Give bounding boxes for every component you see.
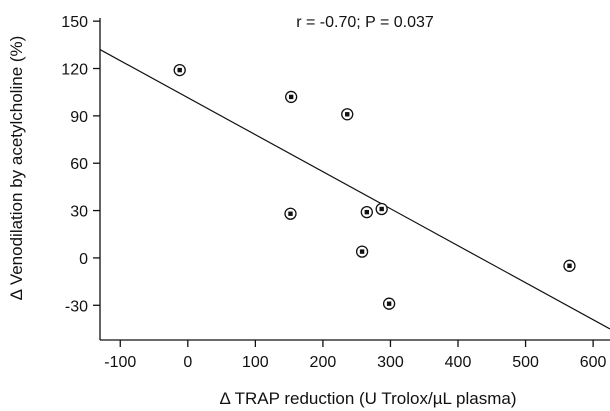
regression-line-group [99, 49, 610, 330]
data-point [382, 297, 396, 310]
data-point-center [386, 301, 392, 306]
y-axis: -30 0 30 60 90 120 150 [61, 14, 101, 340]
y-tick-label: 150 [61, 14, 88, 31]
x-axis-label: Δ TRAP reduction (U Trolox/µL plasma) [219, 389, 516, 408]
data-point-center [345, 112, 350, 117]
data-point [563, 259, 576, 272]
data-point-center [379, 206, 384, 212]
data-point [341, 108, 354, 121]
y-tick-label: 30 [70, 204, 88, 221]
x-tick-label: 400 [445, 354, 472, 371]
x-tick-label: 500 [512, 354, 539, 371]
data-points [173, 63, 576, 310]
data-point-center [567, 263, 572, 269]
data-point [355, 245, 369, 258]
data-point [285, 90, 298, 104]
data-point-center [177, 67, 182, 73]
x-tick-label: 600 [580, 354, 607, 371]
data-point-center [288, 211, 293, 216]
data-point [173, 63, 186, 77]
y-axis-label: Δ Venodilation by acetylcholine (%) [7, 36, 26, 301]
y-tick-label: 90 [70, 109, 88, 126]
correlation-annotation: r = -0.70; P = 0.037 [296, 14, 434, 31]
regression-line [99, 49, 610, 330]
x-tick-label: 0 [183, 354, 192, 371]
data-point [360, 205, 373, 219]
x-axis: -100 0 100 200 300 400 500 600 [100, 339, 610, 371]
x-tick-label: 200 [310, 354, 337, 371]
y-tick-label: 0 [79, 251, 88, 268]
y-tick-label: -30 [65, 298, 88, 315]
data-point-center [288, 94, 294, 100]
data-point [375, 202, 388, 216]
x-tick-label: 100 [242, 354, 269, 371]
x-tick-label: -100 [104, 354, 136, 371]
data-point-center [359, 249, 365, 254]
data-point-center [364, 209, 370, 215]
x-tick-label: 300 [377, 354, 404, 371]
y-tick-label: 120 [61, 62, 88, 79]
y-tick-label: 60 [70, 156, 88, 173]
data-point [284, 207, 297, 220]
